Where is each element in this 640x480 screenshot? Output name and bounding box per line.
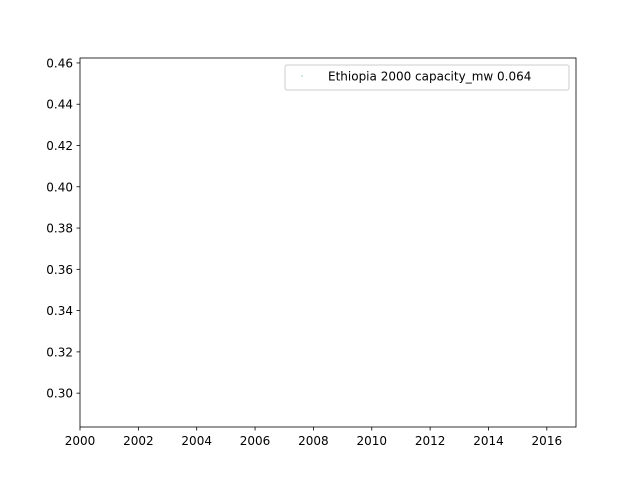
plot-frame [79, 57, 577, 428]
x-tick-label: 2002 [123, 434, 154, 448]
y-tick-label: 0.30 [46, 387, 73, 401]
x-tick-label: 2016 [532, 434, 563, 448]
y-tick-label: 0.34 [46, 304, 73, 318]
y-tick-label: 0.32 [46, 345, 73, 359]
x-tick-label: 2014 [473, 434, 504, 448]
x-tick-label: 2012 [415, 434, 446, 448]
x-axis-ticks: 2000 2002 2004 2006 2008 2010 2012 2014 2016 [65, 427, 562, 448]
legend-box [284, 64, 570, 91]
legend-label: Ethiopia 2000 capacity_mw 0.064 [328, 70, 531, 84]
y-tick-label: 0.42 [46, 139, 73, 153]
legend: Ethiopia 2000 capacity_mw 0.064 [284, 64, 570, 91]
y-tick-label: 0.40 [46, 180, 73, 194]
x-tick-label: 2008 [298, 434, 329, 448]
x-tick-label: 2000 [65, 434, 96, 448]
y-tick-label: 0.36 [46, 263, 73, 277]
y-tick-label: 0.46 [46, 56, 73, 70]
x-tick-label: 2004 [181, 434, 212, 448]
plot-area [80, 58, 576, 427]
x-tick-label: 2006 [240, 434, 271, 448]
x-tick-label: 2010 [356, 434, 387, 448]
legend-marker [301, 75, 303, 77]
y-tick-label: 0.44 [46, 98, 73, 112]
y-tick-label: 0.38 [46, 222, 73, 236]
y-axis-ticks: 0.30 0.32 0.34 0.36 0.38 0.40 0.42 0.44 0.46 [46, 56, 80, 401]
